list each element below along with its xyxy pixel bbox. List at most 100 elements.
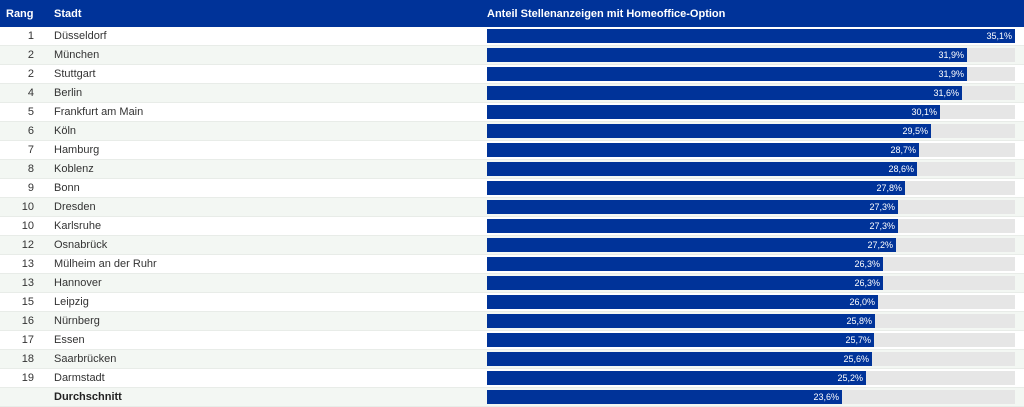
bar-track: 26,3%: [487, 276, 1015, 290]
rank-cell: 16: [21, 315, 34, 327]
rank-cell: 2: [27, 68, 34, 80]
bar-value-label: 25,7%: [845, 335, 871, 345]
table-row: 12 Osnabrück 27,2%: [0, 236, 1024, 255]
table-row: 8 Koblenz 28,6%: [0, 160, 1024, 179]
table-row: 2 München 31,9%: [0, 46, 1024, 65]
bar-city: 25,2%: [487, 371, 866, 385]
rank-cell: 9: [27, 182, 34, 194]
bar-city: 29,5%: [487, 124, 931, 138]
bar-track: 28,7%: [487, 143, 1015, 157]
bar-value-label: 27,3%: [869, 202, 895, 212]
bar-track: 35,1%: [487, 29, 1015, 43]
bar-city: 25,7%: [487, 333, 874, 347]
bar-track: 26,3%: [487, 257, 1015, 271]
city-cell: Köln: [54, 125, 77, 137]
bar-value-label: 31,9%: [938, 69, 964, 79]
bar-average: 23,6%: [487, 390, 842, 404]
city-cell: Frankfurt am Main: [54, 106, 144, 118]
table-row: 18 Saarbrücken 25,6%: [0, 350, 1024, 369]
bar-track: 31,9%: [487, 48, 1015, 62]
rank-cell: 8: [27, 163, 34, 175]
bar-city: 30,1%: [487, 105, 940, 119]
bar-value-label: 26,3%: [854, 278, 880, 288]
rank-cell: 19: [21, 372, 34, 384]
bar-city: 26,0%: [487, 295, 878, 309]
rank-cell: 13: [21, 258, 34, 270]
table-row: 4 Berlin 31,6%: [0, 84, 1024, 103]
table-row: 15 Leipzig 26,0%: [0, 293, 1024, 312]
rank-column-header: Rang: [6, 8, 34, 20]
bar-value-label: 31,6%: [933, 88, 959, 98]
bar-value-label: 29,5%: [902, 126, 928, 136]
bar-track: 25,2%: [487, 371, 1015, 385]
bar-track: 25,7%: [487, 333, 1015, 347]
bar-city: 35,1%: [487, 29, 1015, 43]
table-row: 13 Mülheim an der Ruhr 26,3%: [0, 255, 1024, 274]
city-cell: Bonn: [54, 182, 80, 194]
bar-track: 29,5%: [487, 124, 1015, 138]
bar-track: 31,6%: [487, 86, 1015, 100]
bar-value-label: 28,6%: [888, 164, 914, 174]
table-header: Rang Stadt Anteil Stellenanzeigen mit Ho…: [0, 0, 1024, 27]
bar-city: 27,2%: [487, 238, 896, 252]
share-column-header: Anteil Stellenanzeigen mit Homeoffice-Op…: [487, 8, 726, 20]
bar-value-label: 23,6%: [813, 392, 839, 402]
bar-track: 27,8%: [487, 181, 1015, 195]
city-cell: München: [54, 49, 100, 61]
bar-city: 25,6%: [487, 352, 872, 366]
table-row: 7 Hamburg 28,7%: [0, 141, 1024, 160]
bar-city: 31,9%: [487, 48, 967, 62]
city-cell: Durchschnitt: [54, 391, 122, 403]
table-row: 5 Frankfurt am Main 30,1%: [0, 103, 1024, 122]
city-cell: Mülheim an der Ruhr: [54, 258, 157, 270]
bar-track: 26,0%: [487, 295, 1015, 309]
table-row: 6 Köln 29,5%: [0, 122, 1024, 141]
bar-track: 25,8%: [487, 314, 1015, 328]
bar-track: 28,6%: [487, 162, 1015, 176]
bar-city: 27,3%: [487, 200, 898, 214]
city-cell: Berlin: [54, 87, 83, 99]
rank-cell: 10: [21, 220, 34, 232]
bar-value-label: 28,7%: [890, 145, 916, 155]
bar-value-label: 25,6%: [843, 354, 869, 364]
bar-track: 27,2%: [487, 238, 1015, 252]
rank-cell: 15: [21, 296, 34, 308]
city-cell: Osnabrück: [54, 239, 108, 251]
table-row: 17 Essen 25,7%: [0, 331, 1024, 350]
city-cell: Dresden: [54, 201, 96, 213]
bar-track: 27,3%: [487, 219, 1015, 233]
table-row: 16 Nürnberg 25,8%: [0, 312, 1024, 331]
rank-cell: 5: [27, 106, 34, 118]
city-cell: Darmstadt: [54, 372, 105, 384]
bar-track: 31,9%: [487, 67, 1015, 81]
rank-cell: 2: [27, 49, 34, 61]
bar-track: 23,6%: [487, 390, 1015, 404]
bar-value-label: 35,1%: [986, 31, 1012, 41]
bar-city: 28,7%: [487, 143, 919, 157]
rank-cell: 1: [27, 30, 34, 42]
table-row: 10 Dresden 27,3%: [0, 198, 1024, 217]
average-row: Durchschnitt 23,6%: [0, 388, 1024, 407]
city-cell: Hamburg: [54, 144, 100, 156]
city-cell: Koblenz: [54, 163, 94, 175]
city-cell: Karlsruhe: [54, 220, 102, 232]
rank-cell: 6: [27, 125, 34, 137]
bar-value-label: 26,0%: [849, 297, 875, 307]
rank-cell: 13: [21, 277, 34, 289]
table-row: 9 Bonn 27,8%: [0, 179, 1024, 198]
bar-value-label: 25,2%: [837, 373, 863, 383]
bar-city: 31,9%: [487, 67, 967, 81]
table-row: 10 Karlsruhe 27,3%: [0, 217, 1024, 236]
city-cell: Saarbrücken: [54, 353, 117, 365]
rank-cell: 7: [27, 144, 34, 156]
bar-value-label: 26,3%: [854, 259, 880, 269]
table-row: 13 Hannover 26,3%: [0, 274, 1024, 293]
city-column-header: Stadt: [54, 8, 82, 20]
bar-city: 26,3%: [487, 276, 883, 290]
city-cell: Essen: [54, 334, 85, 346]
bar-city: 25,8%: [487, 314, 875, 328]
rank-cell: 10: [21, 201, 34, 213]
rank-cell: 12: [21, 239, 34, 251]
bar-value-label: 27,2%: [867, 240, 893, 250]
bar-city: 27,3%: [487, 219, 898, 233]
